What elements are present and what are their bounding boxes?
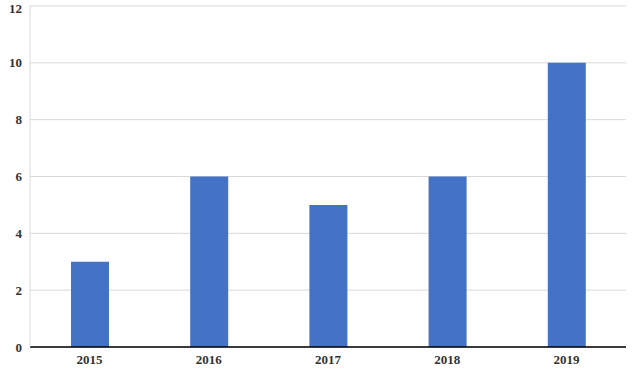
svg-text:4: 4 — [16, 226, 23, 241]
svg-text:8: 8 — [16, 112, 23, 127]
svg-text:0: 0 — [16, 340, 23, 355]
svg-text:2017: 2017 — [315, 352, 342, 367]
svg-text:10: 10 — [9, 55, 22, 70]
svg-text:2018: 2018 — [434, 352, 461, 367]
svg-text:2019: 2019 — [553, 352, 580, 367]
svg-text:2016: 2016 — [196, 352, 223, 367]
svg-text:6: 6 — [16, 169, 23, 184]
svg-text:12: 12 — [9, 1, 22, 16]
svg-text:2015: 2015 — [77, 352, 104, 367]
svg-text:2: 2 — [16, 283, 23, 298]
